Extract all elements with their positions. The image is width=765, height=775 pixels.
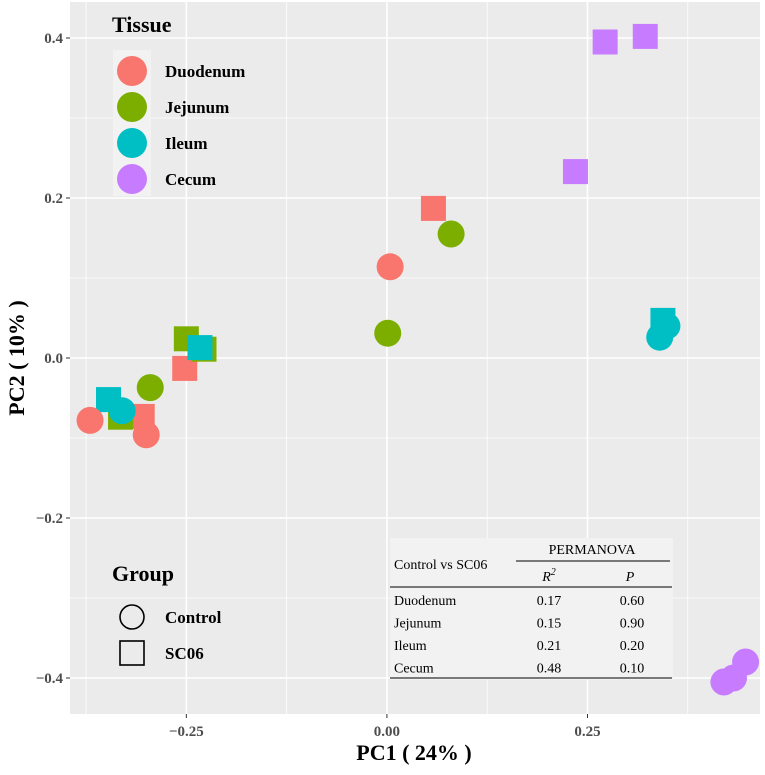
- group-legend-title: Group: [112, 561, 174, 586]
- permanova-table-bg: [390, 538, 673, 680]
- y-tick-label: −0.4: [36, 671, 64, 687]
- legend-cecum-swatch: [117, 164, 147, 194]
- table-cell-tissue: Ileum: [394, 639, 427, 654]
- table-col-r2: R2: [541, 567, 556, 585]
- table-row-header: Control vs SC06: [394, 558, 487, 573]
- legend-duodenum-label: Duodenum: [165, 62, 245, 81]
- table-cell-r2: 0.15: [537, 617, 562, 632]
- table-cell-r2: 0.17: [537, 594, 562, 609]
- y-axis-title: PC2 ( 10% ): [4, 300, 29, 415]
- legend-ileum-swatch: [117, 128, 147, 158]
- table-cell-tissue: Jejunum: [394, 617, 442, 632]
- table-cell-p: 0.60: [620, 594, 645, 609]
- table-cell-tissue: Cecum: [394, 662, 434, 677]
- table-cell-p: 0.10: [620, 662, 645, 677]
- y-tick-label: 0.0: [44, 351, 63, 367]
- point-cecum-control: [732, 648, 760, 676]
- point-jejunum-control: [374, 319, 402, 347]
- legend-ileum-label: Ileum: [165, 134, 208, 153]
- point-duodenum-control: [76, 406, 104, 434]
- point-ileum-control: [108, 397, 136, 425]
- y-tick-label: 0.4: [44, 31, 63, 47]
- table-cell-tissue: Duodenum: [394, 594, 456, 609]
- table-col-r2-letter: R: [541, 570, 551, 585]
- x-tick-label: −0.25: [169, 724, 204, 740]
- table-col-r2-superscript: 2: [551, 567, 556, 578]
- legend-control-label: Control: [165, 608, 222, 627]
- group-legend: Group Control SC06: [112, 561, 222, 666]
- y-tick-label: 0.2: [44, 191, 63, 207]
- point-jejunum-control: [437, 220, 465, 248]
- table-cell-p: 0.20: [620, 639, 645, 654]
- legend-sc06-label: SC06: [165, 644, 204, 663]
- tissue-legend-title: Tissue: [112, 12, 172, 37]
- point-duodenum-control: [132, 421, 160, 449]
- legend-control-circle-icon: [119, 604, 145, 630]
- legend-jejunum-swatch: [117, 92, 147, 122]
- point-cecum-sc06: [632, 23, 658, 49]
- legend-jejunum-label: Jejunum: [165, 98, 229, 117]
- x-axis-title: PC1 ( 24% ): [356, 740, 471, 765]
- table-col-group: PERMANOVA: [549, 543, 637, 558]
- x-tick-label: 0.00: [374, 724, 400, 740]
- x-tick-label: 0.25: [574, 724, 600, 740]
- point-cecum-sc06: [562, 159, 588, 185]
- table-col-p: P: [625, 570, 635, 585]
- tissue-legend: Tissue Duodenum Jejunum Ileum Cecum: [112, 12, 245, 196]
- table-cell-r2: 0.21: [537, 639, 562, 654]
- point-ileum-sc06: [187, 335, 213, 361]
- point-ileum-control: [646, 323, 674, 351]
- table-cell-r2: 0.48: [537, 662, 562, 677]
- legend-duodenum-swatch: [117, 56, 147, 86]
- legend-sc06-square-icon: [119, 640, 145, 666]
- point-cecum-sc06: [592, 29, 618, 55]
- table-cell-p: 0.90: [620, 617, 645, 632]
- data-points: [76, 23, 760, 696]
- legend-cecum-label: Cecum: [165, 170, 216, 189]
- y-axis-ticks: 0.4 0.2 0.0 −0.2 −0.4: [36, 31, 70, 687]
- permanova-table: Control vs SC06 PERMANOVA R2 P Duodenum 0…: [390, 538, 673, 680]
- y-tick-label: −0.2: [36, 511, 63, 527]
- point-jejunum-control: [136, 374, 164, 402]
- x-axis-ticks: −0.25 0.00 0.25: [169, 714, 601, 740]
- point-duodenum-control: [376, 253, 404, 281]
- point-duodenum-sc06: [420, 195, 446, 221]
